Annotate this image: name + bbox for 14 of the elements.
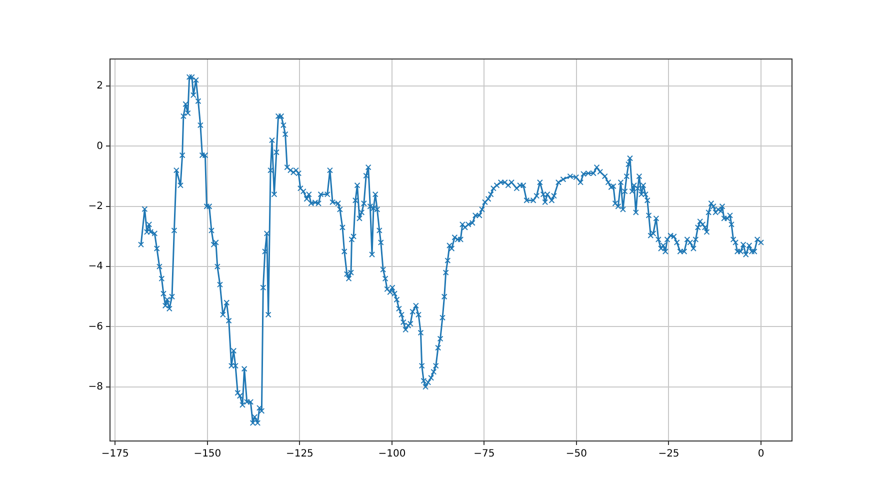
y-tick-label: −4 [88,261,103,272]
y-tick-label: 2 [96,80,103,92]
x-tick-label: −150 [194,448,222,460]
x-tick-label: −50 [566,448,588,460]
x-tick-label: −25 [658,448,680,460]
y-tick-label: −8 [88,381,103,392]
x-tick-label: −75 [474,448,495,460]
x-tick-label: 0 [758,448,764,460]
x-tick-label: −175 [101,448,129,460]
y-tick-label: −6 [88,321,103,332]
y-tick-label: 0 [96,140,103,152]
x-tick-label: −100 [378,448,406,460]
x-tick-label: −125 [286,448,314,460]
y-tick-label: −2 [88,200,103,212]
